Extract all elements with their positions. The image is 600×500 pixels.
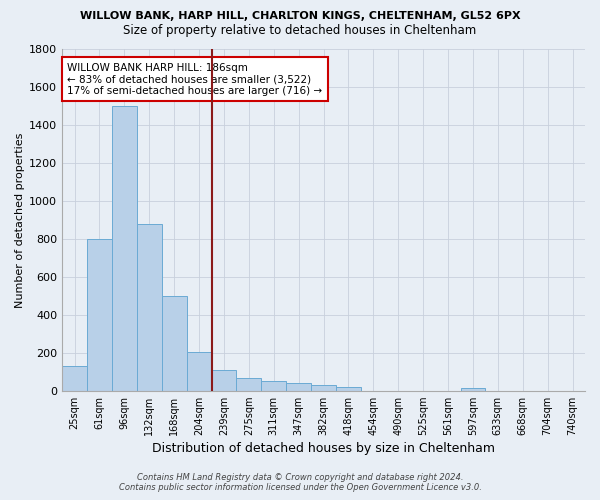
Bar xyxy=(236,378,262,390)
Bar xyxy=(87,239,112,390)
Bar xyxy=(311,385,336,390)
Bar xyxy=(162,296,187,390)
Text: Size of property relative to detached houses in Cheltenham: Size of property relative to detached ho… xyxy=(124,24,476,37)
Bar xyxy=(461,388,485,390)
Bar xyxy=(112,106,137,391)
Bar xyxy=(286,384,311,390)
Text: WILLOW BANK, HARP HILL, CHARLTON KINGS, CHELTENHAM, GL52 6PX: WILLOW BANK, HARP HILL, CHARLTON KINGS, … xyxy=(80,11,520,21)
Bar xyxy=(62,366,87,390)
Text: WILLOW BANK HARP HILL: 186sqm
← 83% of detached houses are smaller (3,522)
17% o: WILLOW BANK HARP HILL: 186sqm ← 83% of d… xyxy=(67,62,323,96)
Bar xyxy=(187,352,212,391)
Bar xyxy=(137,224,162,390)
Y-axis label: Number of detached properties: Number of detached properties xyxy=(15,132,25,308)
Bar xyxy=(212,370,236,390)
Text: Contains HM Land Registry data © Crown copyright and database right 2024.
Contai: Contains HM Land Registry data © Crown c… xyxy=(119,473,481,492)
Bar xyxy=(336,386,361,390)
Bar xyxy=(262,381,286,390)
X-axis label: Distribution of detached houses by size in Cheltenham: Distribution of detached houses by size … xyxy=(152,442,495,455)
